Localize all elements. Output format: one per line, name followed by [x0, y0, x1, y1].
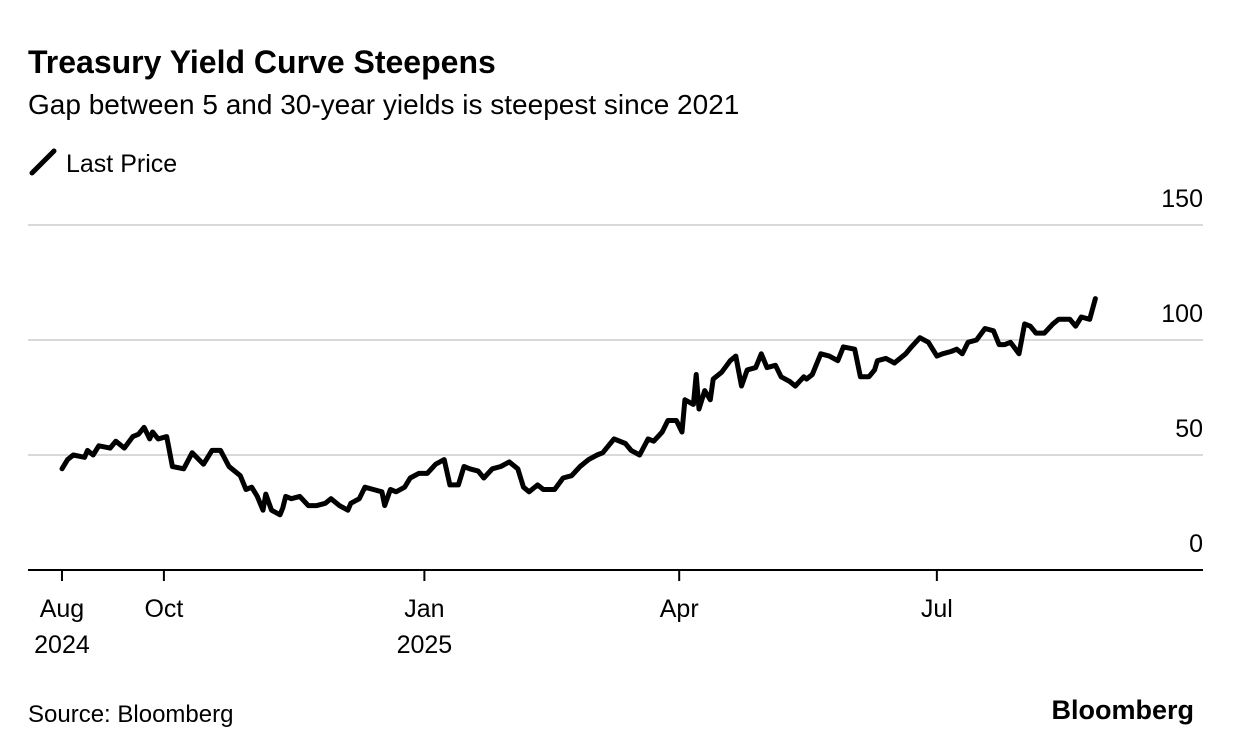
- logo: Bloomberg: [1051, 695, 1194, 725]
- y-tick-label: 100: [1161, 300, 1203, 328]
- x-tick-label: Aug 2024: [34, 595, 90, 659]
- legend-swatch: [29, 148, 57, 176]
- y-tick-label: 0: [1189, 530, 1203, 558]
- source: Source: Bloomberg: [28, 701, 233, 728]
- x-tick-label: Jan 2025: [396, 595, 453, 659]
- x-tick-label: Oct: [144, 595, 184, 623]
- x-tick-label: Apr: [659, 595, 699, 623]
- y-tick-label: 150: [1161, 185, 1203, 213]
- line-series: [59, 296, 1098, 518]
- chart-title: Treasury Yield Curve Steepens: [28, 44, 496, 80]
- legend-label: Last Price: [66, 150, 177, 178]
- chart-subtitle: Gap between 5 and 30-year yields is stee…: [28, 89, 739, 120]
- y-tick-label: 50: [1175, 415, 1203, 443]
- x-tick-label: Jul: [920, 595, 953, 623]
